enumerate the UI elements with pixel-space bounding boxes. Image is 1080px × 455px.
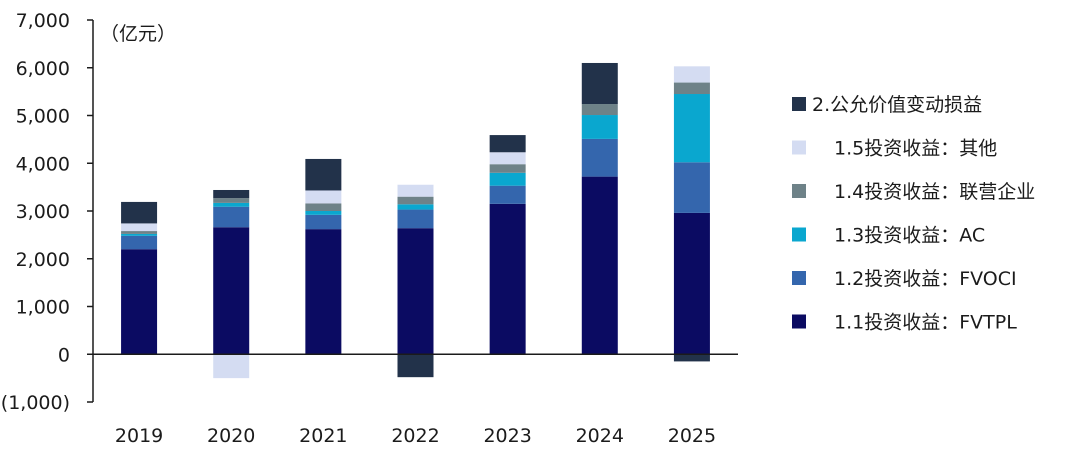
bar-segment-2020-s2 [213, 206, 250, 228]
y-tick-label: 3,000 [16, 201, 70, 223]
bar-segment-2021-s3 [305, 211, 342, 215]
y-tick-label: (1,000) [1, 392, 70, 414]
bar-segment-2020-s3 [213, 202, 250, 207]
bar-segment-2022-s4 [397, 196, 434, 205]
bar-segment-2019-s3 [121, 233, 158, 236]
bar-segment-2019-s4 [121, 231, 158, 234]
bar-segment-2023-s6 [489, 135, 526, 153]
bar-segment-2020-s6 [213, 189, 250, 199]
legend-label: 2.公允价值变动损益 [812, 94, 982, 116]
bar-segment-2025-s5 [673, 66, 710, 83]
x-tick-label: 2019 [115, 425, 163, 447]
legend-label: 1.4投资收益：联营企业 [834, 181, 1035, 203]
bar-segment-2024-s6 [581, 62, 618, 105]
bar-segment-2024-s2 [581, 138, 618, 177]
bar-segment-2022-s3 [397, 204, 434, 210]
bar-segment-2021-s5 [305, 190, 342, 204]
x-tick-label: 2022 [391, 425, 439, 447]
bar-segment-2025-s6 [673, 354, 710, 362]
y-tick-label: 4,000 [16, 153, 70, 175]
legend-swatch [792, 140, 806, 155]
legend-swatch [792, 184, 806, 198]
x-tick-label: 2024 [576, 425, 624, 447]
bar-segment-2021-s2 [305, 214, 342, 230]
bar-segment-2023-s3 [489, 172, 526, 186]
legend-swatch [792, 97, 806, 111]
bars [121, 62, 710, 379]
bar-segment-2024-s1 [581, 176, 618, 355]
bar-segment-2021-s1 [305, 229, 342, 355]
y-tick-label: 7,000 [16, 10, 70, 32]
bar-segment-2025-s1 [673, 212, 710, 355]
bar-segment-2019-s5 [121, 223, 158, 232]
y-axis: (1,000) 0 1,000 2,000 3,000 4,000 5,000 6,000 7,… [1, 10, 94, 414]
x-tick-label: 2020 [207, 425, 255, 447]
x-axis: 2019 2020 2021 2022 2023 2024 2025 [93, 353, 738, 447]
y-tick-label: 5,000 [16, 106, 70, 128]
bar-segment-2021-s6 [305, 158, 342, 191]
x-tick-label: 2025 [668, 425, 716, 447]
x-tick-label: 2023 [483, 425, 531, 447]
bar-segment-2022-s5 [397, 184, 434, 197]
bar-segment-2020-s4 [213, 198, 250, 203]
bar-segment-2023-s1 [489, 203, 526, 355]
bar-segment-2025-s4 [673, 82, 710, 95]
bar-segment-2024-s3 [581, 115, 618, 139]
x-tick-label: 2021 [299, 425, 347, 447]
legend: 2.公允价值变动损益 1.5投资收益：其他 1.4投资收益：联营企业 1.3投资收益：… [792, 94, 1035, 334]
legend-swatch [792, 314, 806, 329]
bar-segment-2019-s6 [121, 201, 158, 224]
bar-segment-2023-s4 [489, 164, 526, 173]
legend-label: 1.3投资收益：AC [834, 225, 985, 247]
bar-segment-2025-s2 [673, 162, 710, 213]
legend-swatch [792, 271, 806, 285]
unit-label: （亿元） [100, 23, 176, 45]
bar-segment-2023-s2 [489, 185, 526, 204]
bar-segment-2019-s2 [121, 235, 158, 250]
bar-segment-2020-s5 [213, 354, 250, 379]
bar-segment-2023-s5 [489, 152, 526, 165]
legend-label: 1.1投资收益：FVTPL [834, 312, 1017, 334]
bar-segment-2022-s6 [397, 354, 434, 378]
bar-segment-2022-s2 [397, 209, 434, 229]
bar-segment-2025-s3 [673, 94, 710, 163]
y-tick-label: 1,000 [16, 297, 70, 319]
legend-swatch [792, 227, 806, 242]
bar-segment-2021-s4 [305, 203, 342, 211]
y-tick-label: 6,000 [16, 58, 70, 80]
y-tick-label: 0 [58, 344, 70, 366]
legend-label: 1.2投资收益：FVOCI [834, 268, 1017, 290]
y-tick-label: 2,000 [16, 249, 70, 271]
bar-segment-2022-s1 [397, 228, 434, 355]
legend-label: 1.5投资收益：其他 [834, 138, 997, 160]
bar-segment-2024-s4 [581, 104, 618, 116]
bar-segment-2019-s1 [121, 249, 158, 355]
bar-segment-2020-s1 [213, 227, 250, 355]
